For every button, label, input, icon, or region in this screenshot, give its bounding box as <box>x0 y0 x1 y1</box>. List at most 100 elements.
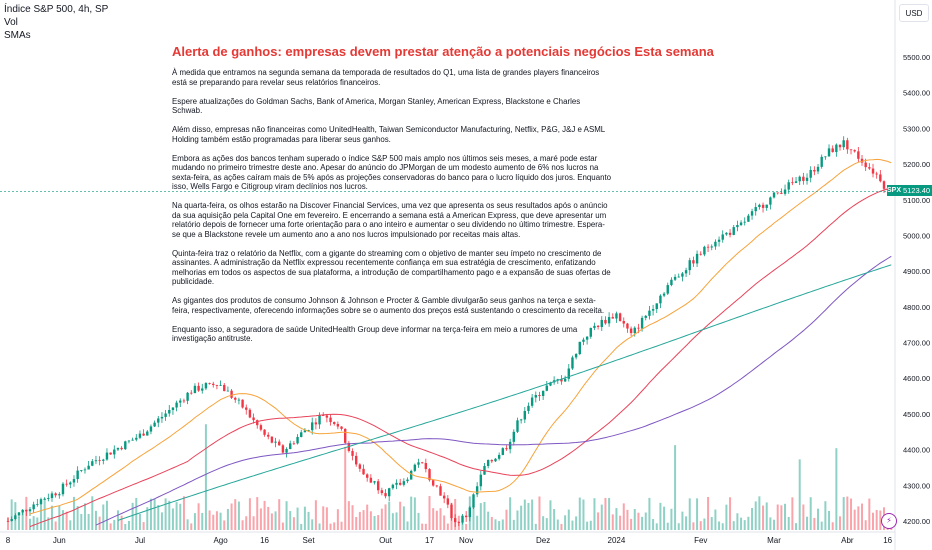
y-tick-label: 4200.00 <box>903 517 930 526</box>
candle-body <box>58 494 61 496</box>
y-tick-label: 5500.00 <box>903 53 930 62</box>
candle-body <box>618 313 622 321</box>
volume-bar <box>278 499 281 530</box>
volume-bar <box>215 511 218 530</box>
candle-body <box>14 515 17 519</box>
candle-body <box>69 482 72 485</box>
candle-body <box>615 313 618 319</box>
candle-body <box>398 482 402 485</box>
volume-bar <box>94 510 97 530</box>
volume-bar <box>340 521 343 530</box>
volume-bar <box>615 508 618 530</box>
candle-body <box>516 420 519 432</box>
currency-button[interactable]: USD <box>899 4 929 22</box>
candle-body <box>135 437 138 440</box>
volume-bar <box>875 509 878 530</box>
x-tick-label: 16 <box>883 536 892 545</box>
lightning-icon[interactable]: ⚡ <box>881 513 897 529</box>
volume-bar <box>406 521 409 530</box>
candle-body <box>358 464 362 469</box>
volume-bar <box>542 516 545 530</box>
volume-bar <box>674 445 677 530</box>
candle-body <box>556 379 559 381</box>
candle-body <box>849 149 853 151</box>
volume-bar <box>498 521 501 530</box>
candle-body <box>322 415 325 417</box>
volume-bar <box>692 522 695 530</box>
candle-body <box>124 441 127 450</box>
candle-body <box>424 462 428 470</box>
volume-bar <box>69 520 72 530</box>
candle-body <box>802 176 805 181</box>
volume-bar <box>685 516 688 530</box>
volume-bar <box>157 505 160 530</box>
candle-body <box>186 392 189 401</box>
volume-bar <box>791 497 794 530</box>
volume-bar <box>688 498 691 530</box>
volume-bar <box>274 511 277 530</box>
volume-bar <box>648 497 651 530</box>
volume-bar <box>175 502 178 530</box>
candle-body <box>296 436 299 444</box>
volume-bar <box>593 498 596 530</box>
volume-bar <box>740 517 743 530</box>
volume-bar <box>182 496 185 530</box>
sma-line <box>117 264 892 521</box>
candle-body <box>395 482 398 485</box>
legend-volume[interactable]: Vol <box>4 17 18 28</box>
volume-bar <box>556 519 559 530</box>
volume-bar <box>479 503 482 530</box>
article-paragraph: As gigantes dos produtos de consumo John… <box>172 296 605 315</box>
candle-body <box>732 227 735 235</box>
candle-body <box>120 447 123 450</box>
volume-bar <box>527 502 530 530</box>
candle-body <box>728 232 732 235</box>
volume-bar <box>7 517 9 530</box>
article-paragraph: Quinta-feira traz o relatório da Netflix… <box>172 248 611 287</box>
candle-body <box>875 173 878 175</box>
candle-body <box>80 470 83 471</box>
candle-body <box>633 327 636 334</box>
candle-body <box>776 192 779 194</box>
legend-symbol[interactable]: Índice S&P 500, 4h, SP <box>4 4 109 15</box>
candle-body <box>692 260 695 264</box>
volume-bar <box>380 508 383 530</box>
volume-bar <box>399 501 402 530</box>
volume-bar <box>773 519 776 530</box>
candle-body <box>857 151 860 159</box>
volume-bar <box>61 510 64 530</box>
volume-bar <box>637 512 640 530</box>
volume-bar <box>641 516 644 530</box>
candle-body <box>798 176 801 182</box>
candle-body <box>648 310 651 316</box>
candle-body <box>365 474 369 478</box>
candle-body <box>226 390 230 392</box>
volume-bar <box>303 506 306 530</box>
candle-body <box>468 507 472 518</box>
candle-body <box>307 430 310 431</box>
legend-smas[interactable]: SMAs <box>4 30 31 41</box>
candle-body <box>794 181 798 183</box>
candle-body <box>369 477 373 483</box>
candle-body <box>142 433 145 436</box>
volume-bar <box>355 516 358 530</box>
volume-bar <box>10 499 13 530</box>
volume-bar <box>369 511 372 530</box>
candle-body <box>824 156 827 158</box>
volume-bar <box>76 506 79 530</box>
candle-body <box>417 462 420 465</box>
volume-bar <box>780 505 783 530</box>
volume-bar <box>626 509 629 530</box>
x-tick-label: Jun <box>53 536 66 545</box>
volume-bar <box>512 519 515 530</box>
candle-body <box>699 253 702 255</box>
volume-bar <box>545 518 548 530</box>
candle-body <box>497 454 501 459</box>
volume-bar <box>142 522 145 530</box>
volume-bar <box>718 521 721 530</box>
article-paragraph: Enquanto isso, a seguradora de saúde Uni… <box>172 324 578 344</box>
candle-body <box>750 211 754 216</box>
volume-bar <box>582 499 585 530</box>
volume-bar <box>428 496 431 530</box>
